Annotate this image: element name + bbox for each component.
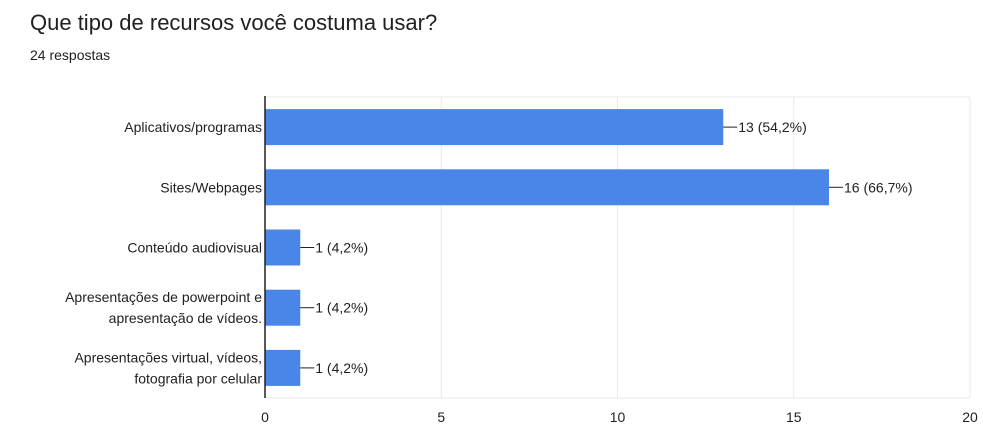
x-tick-label-3: 15 — [786, 409, 802, 425]
category-label-0: Aplicativos/programas — [124, 119, 262, 135]
data-label-3: 1 (4,2%) — [315, 300, 368, 316]
bar-1 — [265, 169, 829, 206]
bar-2 — [265, 229, 301, 266]
bar-0 — [265, 109, 724, 146]
x-tick-label-0: 0 — [261, 409, 269, 425]
data-label-2: 1 (4,2%) — [315, 240, 368, 256]
category-label-4-line-0: Apresentações virtual, vídeos, — [74, 349, 262, 365]
data-label-4: 1 (4,2%) — [315, 360, 368, 376]
response-count: 24 respostas — [30, 47, 111, 63]
category-label-1: Sites/Webpages — [160, 179, 262, 195]
bar-4 — [265, 349, 301, 386]
category-label-3-line-1: apresentação de vídeos. — [109, 310, 262, 326]
x-tick-label-2: 10 — [610, 409, 626, 425]
category-label-3-line-0: Apresentações de powerpoint e — [65, 289, 262, 305]
data-label-0: 13 (54,2%) — [738, 119, 806, 135]
category-label-2: Conteúdo audiovisual — [127, 240, 262, 256]
category-label-4-line-1: fotografia por celular — [134, 370, 262, 386]
x-tick-label-1: 5 — [437, 409, 445, 425]
x-tick-label-4: 20 — [962, 409, 978, 425]
bar-3 — [265, 289, 301, 326]
data-label-1: 16 (66,7%) — [844, 179, 912, 195]
chart-title: Que tipo de recursos você costuma usar? — [30, 10, 438, 35]
